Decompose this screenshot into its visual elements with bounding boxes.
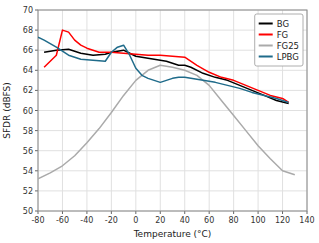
y-grid-line [38,90,307,91]
y-grid-line [38,130,307,131]
chart: -80 -60 -40 -20 0 20 40 60 80 100 120 140 50 52 54 56 58… [0,0,319,243]
x-tick-label: -20 [105,216,118,225]
legend-swatch [259,34,273,36]
x-tick-label: 80 [229,216,239,225]
y-tick-label: 68 [23,26,33,35]
legend-swatch [259,23,273,25]
legend-swatch [259,45,273,47]
y-tick-label: 50 [23,207,33,216]
y-tick-label: 62 [23,86,33,95]
x-tick-label: 40 [180,216,190,225]
series-line [44,49,289,103]
y-tick-label: 60 [23,107,33,116]
legend: BGFGFG25LPBG [255,14,303,66]
grid [38,10,307,211]
x-tick-label: -40 [80,216,93,225]
series-line [38,65,295,179]
x-tick-label: 140 [299,216,314,225]
y-tick-label: 54 [23,167,33,176]
y-tick-label: 52 [23,187,33,196]
legend-swatch [259,56,273,58]
y-grid-line [38,70,307,71]
y-tick-label: 64 [23,66,33,75]
x-tick-label: 0 [133,216,138,225]
y-grid-line [38,110,307,111]
y-grid-line [38,170,307,171]
y-axis-label: SFDR (dBFS) [2,82,12,139]
y-tick-label: 70 [23,6,33,15]
plot-frame [38,10,307,211]
y-tick-label: 56 [23,147,33,156]
y-grid-line [38,190,307,191]
x-tick-label: -80 [31,216,44,225]
legend-label: FG25 [277,41,299,51]
x-axis-label: Temperature (°C) [133,229,212,239]
legend-label: BG [277,19,289,29]
y-tick-label: 58 [23,127,33,136]
x-tick-label: 20 [155,216,165,225]
axes: -80 -60 -40 -20 0 20 40 60 80 100 120 140 50 52 54 56 58… [23,6,315,225]
legend-label: LPBG [277,52,299,62]
x-tick-label: -60 [56,216,69,225]
x-tick-label: 100 [250,216,265,225]
series-line [38,37,289,102]
legend-box [255,14,303,66]
y-tick-label: 66 [23,46,33,55]
legend-label: FG [277,30,288,40]
x-tick-label: 60 [204,216,214,225]
x-tick-label: 120 [275,216,290,225]
